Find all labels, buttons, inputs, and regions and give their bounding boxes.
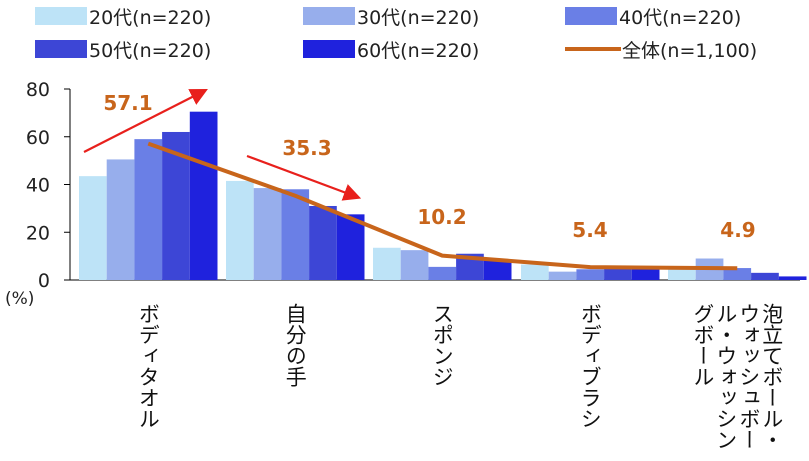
bar [400,250,429,280]
legend-swatch [303,40,355,58]
bar [106,159,135,280]
trend-arrows [83,89,362,201]
category-label: 泡立てボール・ [760,303,784,450]
bar [309,205,337,280]
bar [668,266,696,280]
category-label: グボール [691,303,715,387]
bar [576,269,605,280]
bar [79,176,107,280]
bar [134,139,163,280]
y-tick-label: 0 [38,270,50,292]
bar [751,272,779,280]
bar [604,268,632,280]
legend-swatch [35,40,87,58]
bar [336,214,365,280]
category-label: ル・ウォッシン [714,303,738,450]
bar [428,266,457,280]
y-tick-label: 20 [26,222,50,244]
bar [373,247,401,280]
category-label: 自分の手 [283,303,307,387]
x-axis-labels: ボディタオル 自分の手 スポンジ ボディブラシ 泡立てボール・ウォッシュボール・ウォッシ… [136,303,784,450]
bar [548,271,577,280]
legend-label: 20代(n=220) [89,7,211,29]
total-line [147,141,738,271]
bar [483,259,512,280]
legend-label: 60代(n=220) [357,40,479,62]
category-label: ボディタオル [136,303,160,429]
total-value-label: 57.1 [103,91,152,115]
category-label: ウォッシュボー [737,303,761,450]
legend-label: 30代(n=220) [357,7,479,29]
legend-swatch [35,7,87,25]
total-line-path [147,141,738,271]
bar [778,276,807,280]
bar [723,268,752,280]
y-tick-label: 60 [26,127,50,149]
y-unit-label: (%) [5,289,34,309]
bar [281,189,310,280]
bar [253,188,282,280]
annotations: 57.1 35.3 10.2 5.4 4.9 [103,91,755,242]
legend-label: 40代(n=220) [619,7,741,29]
legend-label: 50代(n=220) [89,40,211,62]
bar [226,180,254,280]
bar [521,264,549,280]
legend-swatch [565,7,617,25]
legend-swatch [303,7,355,25]
total-value-label: 5.4 [572,218,607,242]
bar-series [79,111,807,281]
bar [189,111,218,281]
category-label: スポンジ [430,303,454,387]
increase-arrow [83,89,208,153]
category-label: ボディブラシ [578,303,602,429]
total-value-label: 35.3 [282,136,331,160]
legend: 20代(n=220) 30代(n=220) 40代(n=220) 50代(n=220)… [35,7,757,62]
legend-label: 全体(n=1,100) [622,40,757,62]
y-tick-label: 40 [26,175,50,197]
bar [631,269,660,280]
total-value-label: 4.9 [720,218,755,242]
decrease-arrow [246,154,362,201]
y-tick-label: 80 [26,79,50,101]
total-value-label: 10.2 [417,205,466,229]
